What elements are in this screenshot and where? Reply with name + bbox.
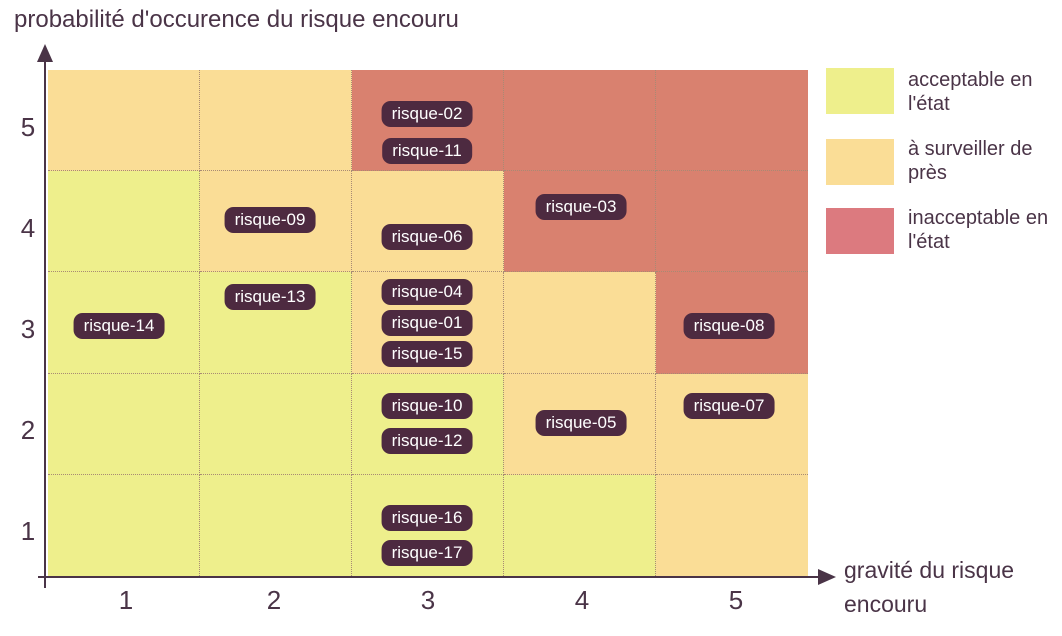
y-axis-line [44, 58, 46, 588]
matrix-cell [352, 373, 504, 475]
legend-label-inacceptable: inacceptable en l'état [908, 207, 1049, 253]
legend-swatch-surveiller [826, 139, 894, 185]
matrix-cell [200, 373, 352, 475]
matrix-cell [656, 474, 808, 576]
x-tick-1: 1 [118, 585, 134, 615]
risk-badge-risque-14: risque-14 [73, 313, 165, 339]
risk-badge-risque-11: risque-11 [382, 138, 472, 164]
risk-badge-risque-17: risque-17 [381, 540, 473, 566]
x-tick-3: 3 [420, 585, 436, 615]
legend-label-surveiller: à surveiller de près [908, 138, 1033, 184]
matrix-cell [504, 272, 656, 374]
risk-badge-risque-08: risque-08 [683, 313, 775, 339]
matrix-cell [48, 171, 200, 273]
matrix-cell [48, 70, 200, 172]
matrix-cell [48, 373, 200, 475]
x-axis-title: gravité du risque encouru [844, 557, 1015, 617]
risk-badge-risque-15: risque-15 [381, 341, 473, 367]
risk-badge-risque-09: risque-09 [224, 207, 316, 233]
matrix-cell [200, 474, 352, 576]
x-tick-4: 4 [574, 585, 590, 615]
y-tick-3: 3 [20, 314, 36, 344]
risk-badge-risque-13: risque-13 [224, 284, 316, 310]
y-axis-title: probabilité d'occurence du risque encour… [14, 6, 459, 33]
matrix-cell [656, 373, 808, 475]
y-tick-4: 4 [20, 213, 36, 243]
risk-badge-risque-04: risque-04 [381, 279, 473, 305]
legend-swatch-acceptable [826, 68, 894, 114]
matrix-cell [352, 171, 504, 273]
y-tick-2: 2 [20, 415, 36, 445]
x-axis-line [38, 576, 828, 578]
x-axis-arrow [818, 569, 836, 585]
matrix-cell [504, 70, 656, 172]
matrix-cell [656, 70, 808, 172]
risk-badge-risque-10: risque-10 [381, 393, 473, 419]
matrix-cell [48, 474, 200, 576]
risk-badge-risque-03: risque-03 [535, 194, 627, 220]
risk-badge-risque-06: risque-06 [381, 224, 473, 250]
risk-badge-risque-05: risque-05 [535, 410, 627, 436]
legend-swatch-inacceptable [826, 208, 894, 254]
risk-badge-risque-12: risque-12 [381, 428, 473, 454]
y-tick-5: 5 [20, 112, 36, 142]
risk-badge-risque-07: risque-07 [683, 393, 775, 419]
matrix-cell [200, 70, 352, 172]
y-axis-arrow [37, 44, 53, 62]
risk-badge-risque-16: risque-16 [381, 505, 473, 531]
y-tick-1: 1 [20, 516, 36, 546]
risk-badge-risque-01: risque-01 [381, 310, 473, 336]
legend-label-acceptable: acceptable en l'état [908, 69, 1033, 115]
matrix-cell [656, 171, 808, 273]
matrix-cell [504, 171, 656, 273]
matrix-cell [504, 474, 656, 576]
x-tick-5: 5 [728, 585, 744, 615]
x-tick-2: 2 [266, 585, 282, 615]
risk-badge-risque-02: risque-02 [381, 101, 473, 127]
